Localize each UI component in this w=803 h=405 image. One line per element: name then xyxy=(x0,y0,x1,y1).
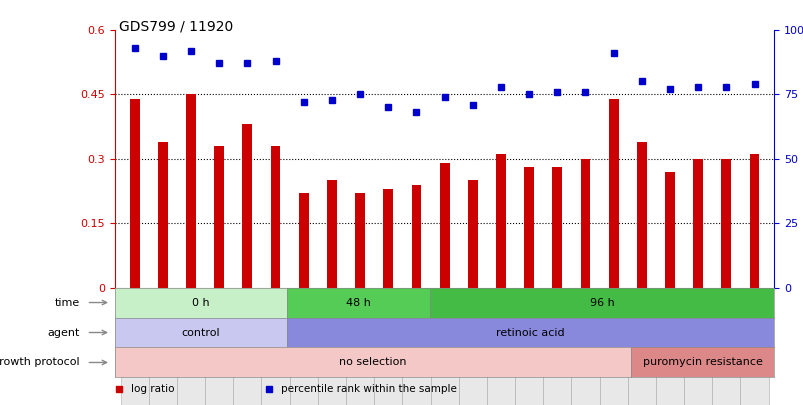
Bar xyxy=(355,193,365,288)
FancyBboxPatch shape xyxy=(487,288,515,405)
FancyBboxPatch shape xyxy=(373,288,402,405)
Text: 48 h: 48 h xyxy=(346,298,371,307)
Bar xyxy=(664,172,674,288)
FancyBboxPatch shape xyxy=(599,288,627,405)
Bar xyxy=(692,159,703,288)
Bar xyxy=(243,124,252,288)
FancyBboxPatch shape xyxy=(317,288,345,405)
Bar xyxy=(439,163,449,288)
FancyBboxPatch shape xyxy=(683,288,711,405)
Bar xyxy=(214,146,224,288)
FancyBboxPatch shape xyxy=(345,288,373,405)
FancyBboxPatch shape xyxy=(571,288,599,405)
Text: 0 h: 0 h xyxy=(192,298,210,307)
Bar xyxy=(636,142,646,288)
FancyBboxPatch shape xyxy=(655,288,683,405)
Bar xyxy=(157,142,168,288)
Bar xyxy=(495,154,505,288)
FancyBboxPatch shape xyxy=(289,288,317,405)
Bar xyxy=(383,189,393,288)
FancyBboxPatch shape xyxy=(740,288,768,405)
Text: time: time xyxy=(55,298,79,307)
Bar xyxy=(271,146,280,288)
Bar xyxy=(467,180,477,288)
FancyBboxPatch shape xyxy=(627,288,655,405)
Text: puromycin resistance: puromycin resistance xyxy=(642,358,761,367)
Bar xyxy=(608,99,618,288)
FancyBboxPatch shape xyxy=(120,288,149,405)
Text: control: control xyxy=(181,328,220,337)
Text: retinoic acid: retinoic acid xyxy=(495,328,565,337)
Text: GDS799 / 11920: GDS799 / 11920 xyxy=(119,20,233,34)
Bar xyxy=(129,99,140,288)
Bar xyxy=(327,180,336,288)
Text: 96 h: 96 h xyxy=(589,298,613,307)
Text: agent: agent xyxy=(47,328,79,337)
FancyBboxPatch shape xyxy=(261,288,289,405)
FancyBboxPatch shape xyxy=(430,288,459,405)
Text: percentile rank within the sample: percentile rank within the sample xyxy=(281,384,456,394)
Bar xyxy=(748,154,759,288)
Bar xyxy=(524,167,533,288)
FancyBboxPatch shape xyxy=(543,288,571,405)
Bar xyxy=(552,167,561,288)
Bar xyxy=(411,185,421,288)
FancyBboxPatch shape xyxy=(233,288,261,405)
Bar xyxy=(580,159,589,288)
FancyBboxPatch shape xyxy=(149,288,177,405)
FancyBboxPatch shape xyxy=(515,288,543,405)
Bar xyxy=(299,193,308,288)
FancyBboxPatch shape xyxy=(459,288,487,405)
Bar xyxy=(185,94,196,288)
Text: growth protocol: growth protocol xyxy=(0,358,79,367)
FancyBboxPatch shape xyxy=(177,288,205,405)
Text: log ratio: log ratio xyxy=(131,384,174,394)
FancyBboxPatch shape xyxy=(711,288,740,405)
FancyBboxPatch shape xyxy=(402,288,430,405)
FancyBboxPatch shape xyxy=(205,288,233,405)
Text: no selection: no selection xyxy=(339,358,406,367)
Bar xyxy=(720,159,731,288)
